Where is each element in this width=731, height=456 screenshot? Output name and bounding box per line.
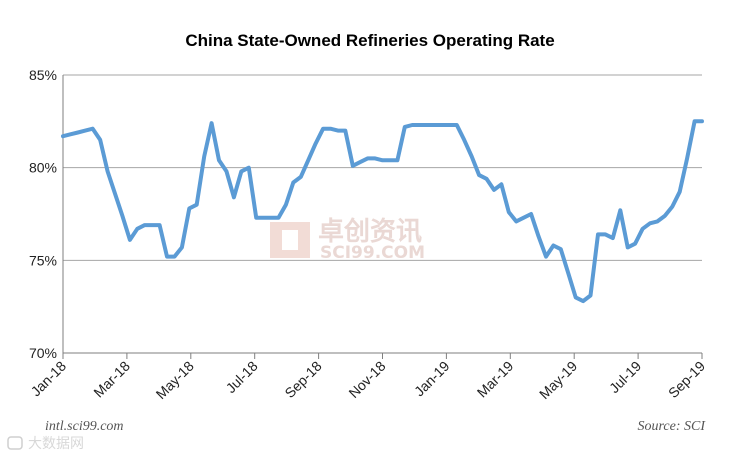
- x-axis: Jan-18 Mar-18 May-18 Jul-18 Sep-18 Nov-18 Jan-…: [28, 352, 708, 402]
- x-tick-label: Jul-18: [223, 358, 261, 396]
- x-tick-label: May-19: [536, 358, 580, 402]
- watermark: 卓创资讯 SCI99.COM: [270, 217, 425, 263]
- y-tick-label: 85%: [29, 67, 57, 83]
- y-tick-label: 75%: [29, 252, 57, 268]
- series-line: [61, 119, 704, 304]
- x-tick-label: Sep-19: [665, 358, 708, 401]
- x-tick-label: Jan-19: [411, 358, 453, 400]
- x-tick-label: Sep-18: [281, 358, 324, 401]
- footer-logo-icon: [7, 436, 23, 450]
- series: [61, 119, 704, 304]
- y-axis: 70% 75% 80% 85%: [29, 67, 64, 361]
- footer-source: Source: SCI: [637, 419, 706, 434]
- y-tick-label: 80%: [29, 160, 57, 176]
- x-tick-label: Jan-18: [28, 358, 70, 400]
- x-tick-label: Mar-19: [474, 358, 517, 401]
- x-tick-label: Jul-19: [606, 358, 644, 396]
- x-tick-label: Mar-18: [90, 358, 133, 401]
- y-tick-label: 70%: [29, 345, 57, 361]
- watermark-text-cn: 卓创资讯: [318, 217, 422, 247]
- footer-logo-text: 大数据网: [28, 436, 84, 452]
- x-tick-label: May-18: [153, 358, 197, 402]
- watermark-text-en: SCI99.COM: [320, 243, 425, 263]
- footer-left: intl.sci99.com: [45, 419, 124, 434]
- footer-logo: 大数据网: [7, 436, 84, 452]
- watermark-logo-icon-inner: [282, 230, 298, 250]
- chart-title: China State-Owned Refineries Operating R…: [185, 31, 554, 50]
- x-tick-label: Nov-18: [345, 358, 388, 401]
